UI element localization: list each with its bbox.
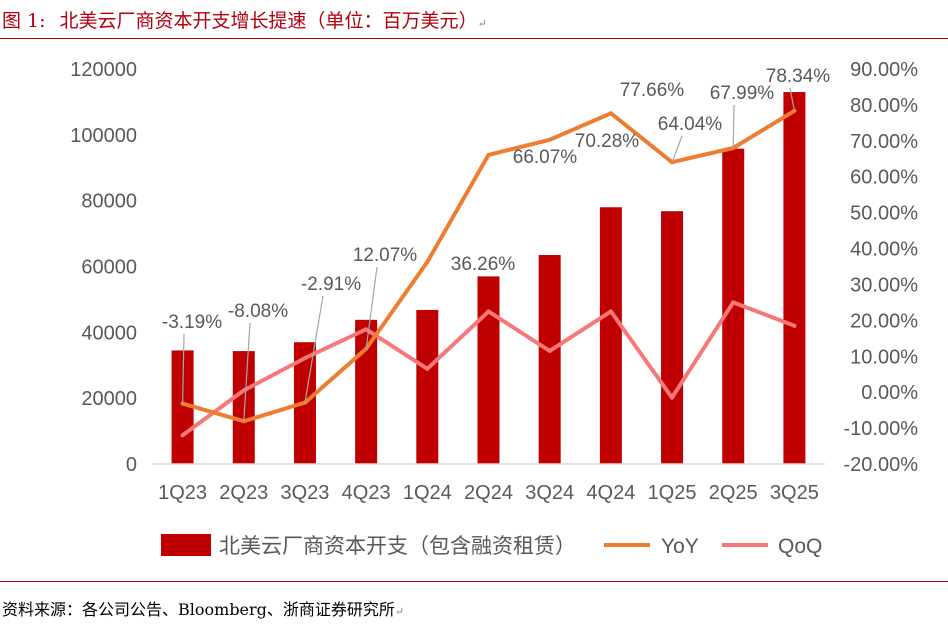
legend-label-capex: 北美云厂商资本开支（包含融资租赁） — [219, 535, 576, 558]
right-axis-tick-label: 30.00% — [850, 274, 918, 296]
yoy-line-point — [608, 111, 613, 116]
category-tick-label: 2Q24 — [464, 482, 513, 504]
legend-label-yoy: YoY — [661, 535, 699, 558]
yoy-data-label: 12.07% — [353, 245, 418, 266]
category-tick-label: 2Q23 — [219, 482, 268, 504]
yoy-data-label: 78.34% — [766, 66, 831, 87]
capex-bar — [599, 207, 622, 464]
category-tick-label: 2Q25 — [709, 482, 758, 504]
right-axis-tick-label: 70.00% — [850, 131, 918, 153]
qoq-line-point — [547, 348, 552, 353]
left-axis-tick-label: 0 — [126, 454, 137, 476]
yoy-label-leader-line — [181, 333, 185, 404]
left-axis-tick-label: 80000 — [81, 191, 137, 213]
yoy-label-leader-line — [304, 295, 324, 403]
figure-source-row: 资料来源：各公司公告、Bloomberg、浙商证券研究所↵ — [2, 596, 404, 620]
right-axis-tick-label: 20.00% — [850, 310, 918, 332]
yoy-data-label: 66.07% — [513, 147, 578, 168]
qoq-line-point — [792, 323, 797, 328]
right-axis-tick-label: 90.00% — [850, 59, 918, 81]
qoq-line-point — [486, 309, 491, 314]
category-tick-label: 3Q25 — [770, 482, 819, 504]
category-tick-label: 3Q24 — [525, 482, 574, 504]
left-axis-tick-label: 100000 — [70, 125, 137, 147]
figure-footer: 资料来源：各公司公告、Bloomberg、浙商证券研究所↵ — [0, 581, 948, 627]
right-axis-tick-label: 0.00% — [861, 382, 918, 404]
figure-source: 资料来源：各公司公告、Bloomberg、浙商证券研究所 — [2, 600, 395, 619]
capex-bar — [171, 350, 194, 464]
capex-bar — [416, 309, 439, 464]
category-tick-label: 3Q23 — [280, 482, 329, 504]
category-tick-label: 1Q23 — [158, 482, 207, 504]
yoy-label-leader-line — [732, 104, 735, 149]
left-axis-tick-label: 40000 — [81, 322, 137, 344]
capex-bar — [232, 351, 255, 464]
right-axis-tick-label: 80.00% — [850, 95, 918, 117]
yoy-data-label: -3.19% — [162, 312, 222, 333]
figure-header: 图 1: 北美云厂商资本开支增长提速（单位：百万美元）↵ — [0, 0, 948, 39]
qoq-line-point — [180, 433, 185, 438]
capex-bar — [661, 211, 684, 464]
capex-bar — [355, 319, 378, 464]
qoq-line-point — [670, 395, 675, 400]
figure-label: 图 1: — [2, 10, 46, 32]
yoy-line-point — [486, 152, 491, 157]
yoy-data-label: 70.28% — [575, 131, 640, 152]
yoy-label-leader-line — [671, 135, 683, 163]
category-tick-label: 1Q24 — [403, 482, 452, 504]
category-tick-label: 1Q25 — [648, 482, 697, 504]
qoq-line-point — [302, 356, 307, 361]
qoq-line-point — [364, 327, 369, 332]
qoq-line-point — [731, 300, 736, 305]
yoy-data-label: 77.66% — [620, 80, 685, 101]
yoy-data-label: -8.08% — [228, 301, 288, 322]
yoy-data-label: -2.91% — [301, 274, 361, 295]
right-axis-tick-label: 60.00% — [850, 167, 918, 189]
capex-bar — [477, 276, 500, 464]
yoy-data-label: 64.04% — [658, 114, 723, 135]
capex-bar — [722, 148, 745, 465]
left-axis-tick-label: 120000 — [70, 59, 137, 81]
yoy-label-leader-line — [243, 322, 251, 422]
left-axis-tick-label: 60000 — [81, 257, 137, 279]
figure-title: 北美云厂商资本开支增长提速（单位：百万美元） — [59, 10, 478, 32]
paragraph-mark-icon: ↵ — [477, 17, 487, 30]
category-tick-label: 4Q23 — [342, 482, 391, 504]
yoy-data-label: 67.99% — [710, 83, 775, 104]
yoy-line-point — [425, 259, 430, 264]
chart-area: 0 20000 40000 60000 80000 100000 120000 -20.00%… — [0, 40, 948, 580]
right-axis-tick-label: 40.00% — [850, 239, 918, 261]
capex-bar — [538, 254, 561, 464]
paragraph-mark-icon: ↵ — [394, 605, 405, 618]
yoy-line-point — [547, 137, 552, 142]
figure-title-row: 图 1: 北美云厂商资本开支增长提速（单位：百万美元）↵ — [2, 6, 487, 33]
yoy-data-label: 36.26% — [451, 254, 516, 275]
right-axis-tick-label: 50.00% — [850, 203, 918, 225]
qoq-line-point — [241, 388, 246, 393]
category-tick-label: 4Q24 — [586, 482, 635, 504]
capex-chart: 0 20000 40000 60000 80000 100000 120000 -20.00%… — [70, 59, 919, 558]
yoy-label-leader-line — [365, 266, 378, 349]
qoq-line-point — [425, 366, 430, 371]
capex-bar — [783, 92, 806, 465]
left-axis-tick-label: 20000 — [81, 388, 137, 410]
yoy-label-leader-line — [789, 87, 795, 111]
right-axis-tick-label: -10.00% — [844, 418, 919, 440]
legend-swatch-capex — [161, 534, 211, 556]
qoq-line-point — [608, 309, 613, 314]
right-axis-tick-label: -20.00% — [844, 454, 919, 476]
legend-label-qoq: QoQ — [778, 535, 822, 558]
right-axis-tick-label: 10.00% — [850, 346, 918, 368]
